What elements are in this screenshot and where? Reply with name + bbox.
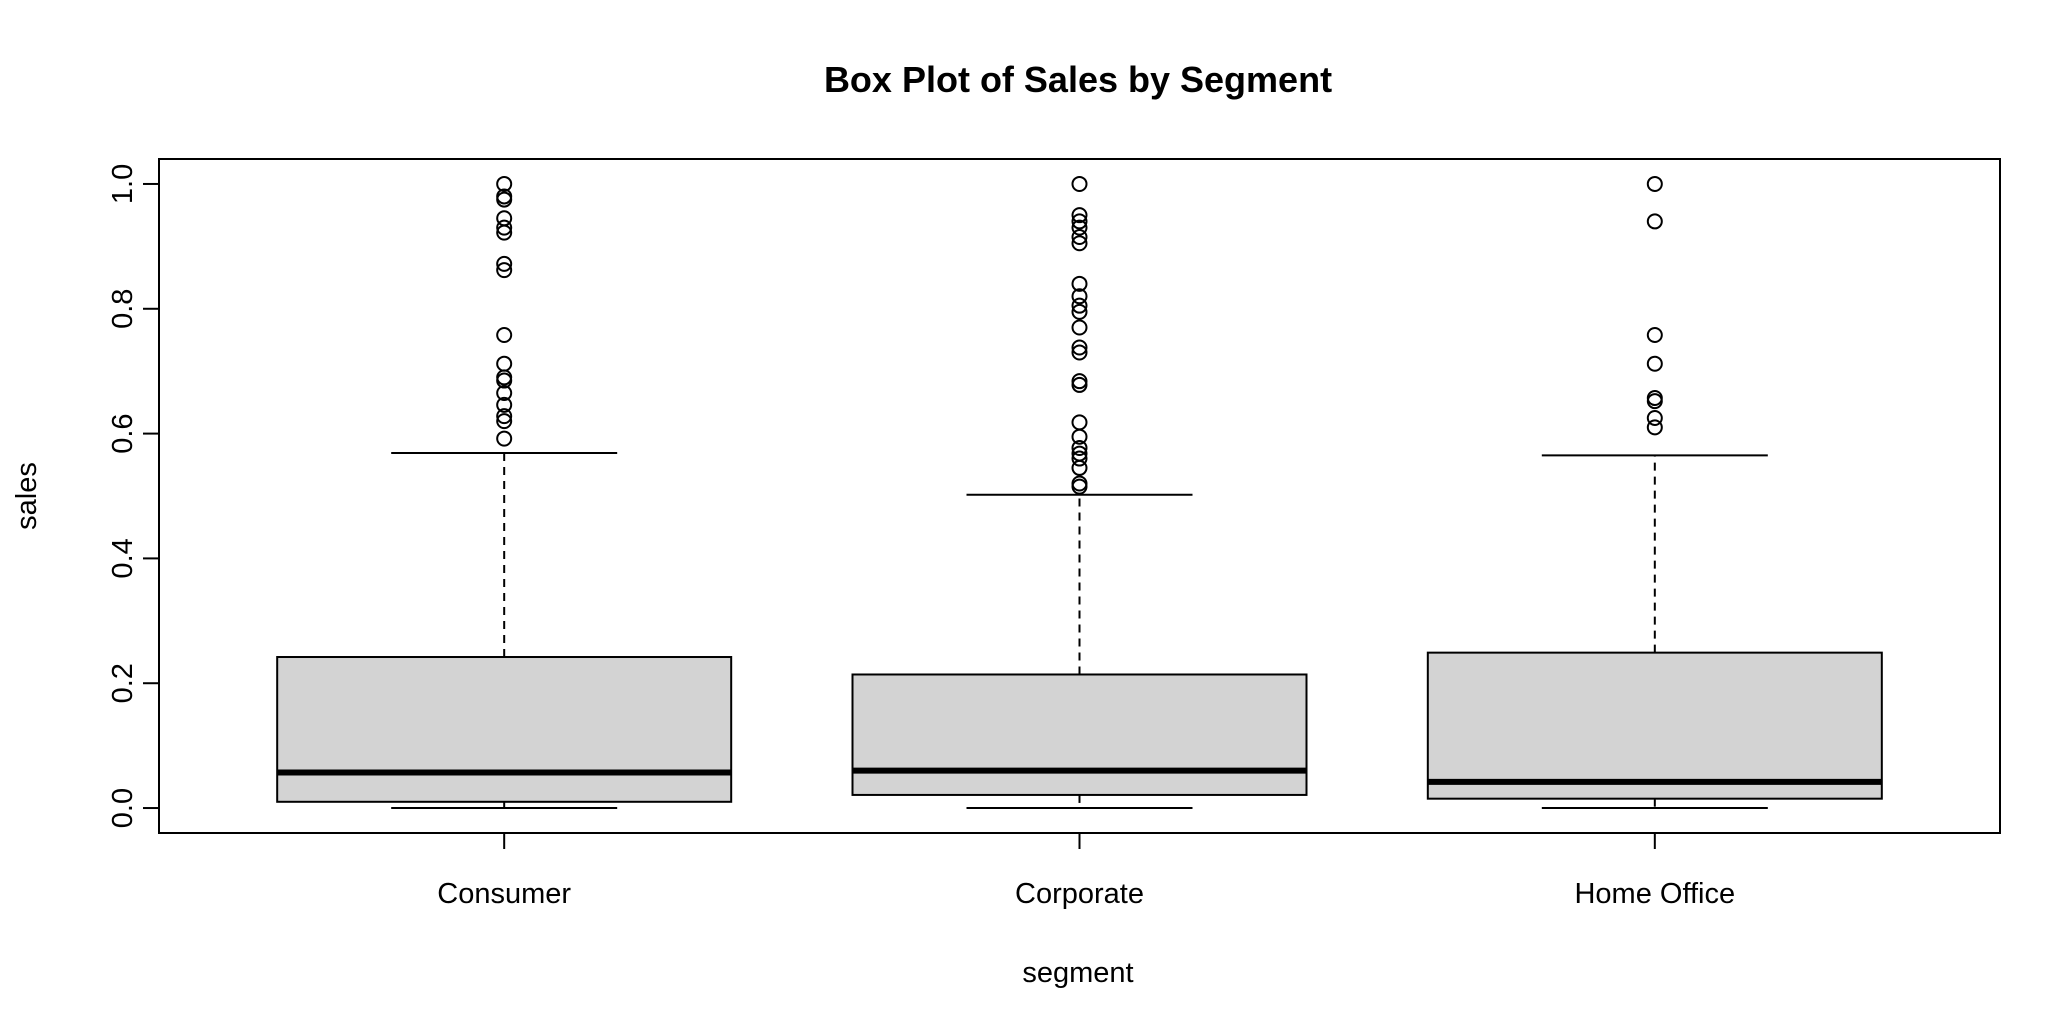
outlier-point bbox=[496, 262, 513, 279]
outlier-point bbox=[1071, 207, 1088, 224]
outlier-point bbox=[1071, 439, 1088, 456]
outlier-point bbox=[496, 408, 513, 425]
outlier-point bbox=[1071, 235, 1088, 252]
outlier-point bbox=[1071, 450, 1088, 467]
outlier-point bbox=[1646, 419, 1663, 436]
outlier-point bbox=[1646, 390, 1663, 407]
iqr-box bbox=[1426, 651, 1883, 800]
outlier-point bbox=[496, 219, 513, 236]
y-tick-label: 0.8 bbox=[107, 289, 139, 329]
outlier-point bbox=[496, 385, 513, 402]
outlier-point bbox=[1071, 219, 1088, 236]
x-axis-label: segment bbox=[1022, 957, 1133, 989]
outlier-point bbox=[496, 188, 513, 205]
outlier-point bbox=[1071, 339, 1088, 356]
x-tick-label: Corporate bbox=[1015, 878, 1144, 910]
y-tick-label: 1.0 bbox=[107, 164, 139, 204]
outlier-point bbox=[1071, 303, 1088, 320]
outlier-point bbox=[1071, 297, 1088, 314]
outlier-point bbox=[1071, 319, 1088, 336]
outlier-point bbox=[1646, 409, 1663, 426]
y-tick-label: 0.2 bbox=[107, 663, 139, 703]
box-corporate bbox=[851, 175, 1308, 810]
outlier-point bbox=[496, 326, 513, 343]
x-tick-label: Home Office bbox=[1574, 878, 1735, 910]
outlier-point bbox=[496, 430, 513, 447]
outlier-point bbox=[1071, 445, 1088, 462]
outlier-point bbox=[496, 369, 513, 386]
outlier-point bbox=[1646, 393, 1663, 410]
outlier-point bbox=[1071, 475, 1088, 492]
outlier-point bbox=[1071, 275, 1088, 292]
outlier-point bbox=[1071, 229, 1088, 246]
box-consumer bbox=[276, 175, 733, 810]
outlier-point bbox=[1071, 414, 1088, 431]
outlier-point bbox=[1071, 373, 1088, 390]
y-tick-label: 0.0 bbox=[107, 788, 139, 828]
outlier-point bbox=[1071, 175, 1088, 192]
y-tick-label: 0.4 bbox=[107, 538, 139, 578]
outlier-point bbox=[1646, 326, 1663, 343]
outlier-point bbox=[496, 191, 513, 208]
outlier-point bbox=[1071, 344, 1088, 361]
x-axis: Consumer Corporate Home Office bbox=[437, 832, 1735, 910]
y-axis-label: sales bbox=[11, 462, 43, 530]
outlier-point bbox=[496, 355, 513, 372]
chart-title: Box Plot of Sales by Segment bbox=[824, 59, 1332, 100]
box-home-office bbox=[1426, 175, 1883, 810]
x-tick-label: Consumer bbox=[437, 878, 571, 910]
outlier-point bbox=[1071, 213, 1088, 230]
iqr-box bbox=[276, 656, 733, 803]
boxes-group bbox=[276, 175, 1883, 810]
outlier-point bbox=[496, 255, 513, 272]
outlier-point bbox=[1071, 478, 1088, 495]
y-tick-label: 0.6 bbox=[107, 413, 139, 453]
outlier-point bbox=[496, 413, 513, 430]
iqr-box bbox=[851, 673, 1308, 796]
outlier-point bbox=[1071, 288, 1088, 305]
outlier-point bbox=[496, 175, 513, 192]
outlier-point bbox=[1646, 175, 1663, 192]
outlier-point bbox=[1646, 355, 1663, 372]
y-axis: 0.0 0.2 0.4 0.6 0.8 1.0 bbox=[107, 164, 160, 828]
outlier-point bbox=[1646, 213, 1663, 230]
outlier-point bbox=[496, 210, 513, 227]
outlier-point bbox=[496, 396, 513, 413]
